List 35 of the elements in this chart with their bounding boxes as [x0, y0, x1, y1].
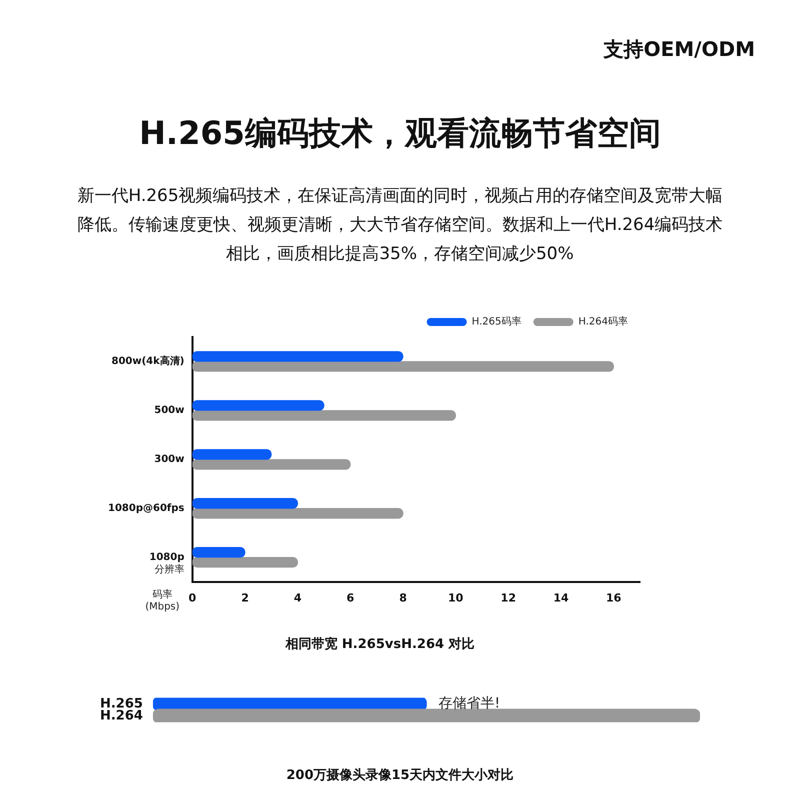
y-tick-label: 300w	[154, 454, 184, 465]
x-tick-label: 0	[188, 591, 197, 604]
bar	[192, 351, 404, 362]
y-tick-label: 500w	[154, 405, 184, 416]
x-tick-label: 4	[294, 591, 302, 604]
chart-title: H.265编码技术，观看流畅节省空间	[138, 113, 662, 154]
bar	[192, 459, 351, 470]
x-tick-label: 2	[241, 591, 249, 604]
x-tick-label: 8	[399, 591, 407, 604]
x-tick-label: 12	[500, 591, 516, 604]
bar	[192, 400, 324, 411]
text: 相同带宽 H.265vsH.264 对比	[284, 636, 476, 653]
x-tick-label: 6	[346, 591, 355, 604]
bar	[192, 498, 298, 509]
annotation: 存储省半!	[438, 696, 500, 712]
x-tick-label: 10	[448, 591, 464, 604]
text: 200万摄像头录像15天内文件大小对比	[285, 766, 515, 784]
bar	[192, 449, 272, 460]
bar	[192, 361, 614, 372]
y-axis-title: 分辨率	[154, 563, 184, 576]
bar	[192, 546, 246, 558]
bar	[192, 556, 298, 568]
text: 支持OEM/ODM	[604, 36, 755, 63]
y-tick-label: H.264	[100, 708, 143, 724]
x-axis-title: 码率 (Mbps)	[145, 588, 180, 612]
x-tick-label: 16	[606, 591, 622, 604]
x-tick-label: 14	[553, 591, 570, 604]
legend-label: H.264码率	[578, 316, 628, 328]
bar	[192, 410, 456, 421]
bar	[192, 508, 404, 519]
y-tick-label: 800w(4k高清)	[111, 355, 184, 368]
y-tick-label: 1080p@60fps	[108, 502, 184, 514]
y-tick-label: 1080p	[149, 552, 184, 563]
chart-subtitle: 新一代H.265视频编码技术，在保证高清画面的同时，视频占用的存储空间及宽带大幅降低。传输速度更快、视频更清晰，大大节省存储空间。数据和上一代H.264编码技术相比，画质相比提高35%，存储空间减少50%	[76, 185, 724, 266]
legend-label: H.265码率	[472, 316, 522, 328]
